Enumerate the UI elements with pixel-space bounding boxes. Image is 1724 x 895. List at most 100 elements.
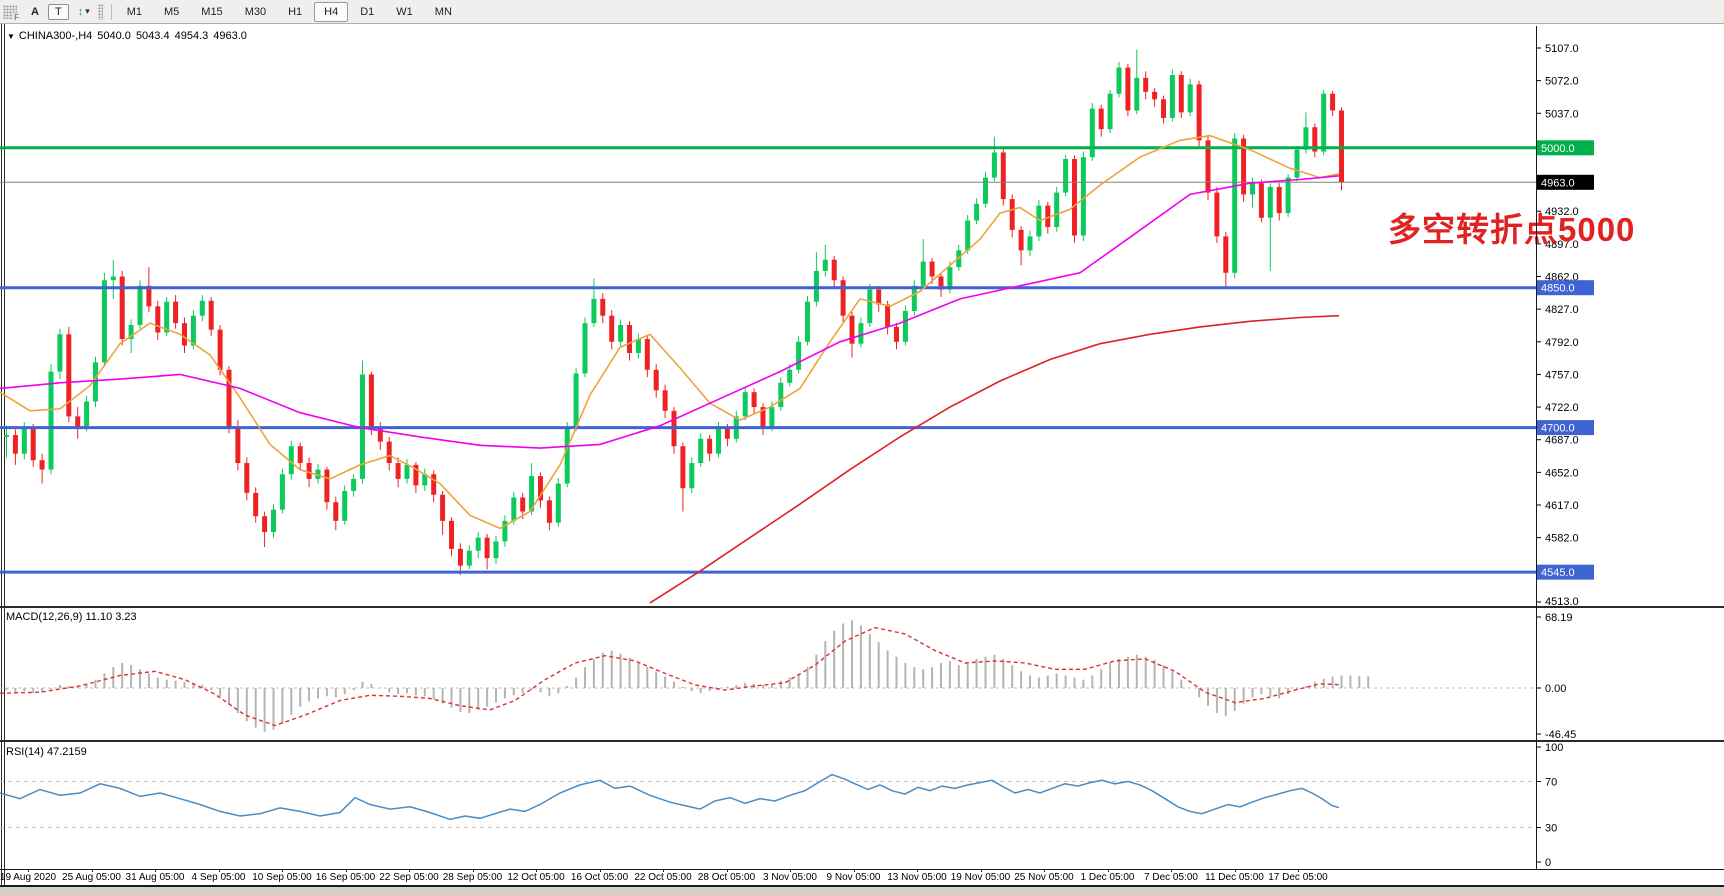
candle-bear xyxy=(30,427,36,461)
collapse-arrow-icon[interactable]: ▼ xyxy=(7,32,15,41)
candle-bear xyxy=(66,334,72,417)
macd-indicator-canvas[interactable]: 68.19 0.00 -46.45 xyxy=(0,608,1724,740)
candle-bear xyxy=(182,323,187,346)
candle-bull xyxy=(110,276,116,281)
candle-bull xyxy=(271,509,276,533)
timeframe-button-m15[interactable]: M15 xyxy=(201,5,223,18)
time-axis-label: 31 Aug 05:00 xyxy=(125,872,185,883)
candle-bear xyxy=(840,280,846,316)
axis-tick-label: 4617.0 xyxy=(1545,500,1579,512)
time-axis-tick xyxy=(599,869,601,872)
time-axis-tick xyxy=(282,869,283,872)
toolbar-grip-icon[interactable]: F xyxy=(3,4,19,22)
candle-bear xyxy=(217,329,223,370)
time-axis-tick xyxy=(345,869,347,872)
candle-bull xyxy=(867,289,873,324)
timeframe-button-m1[interactable]: M1 xyxy=(126,5,142,18)
candle-bull xyxy=(493,541,499,559)
main-price-chart-canvas[interactable]: 5107.05072.05037.04932.04897.04862.04827… xyxy=(0,26,1724,606)
cursor-arrows-icon[interactable]: ↕ xyxy=(77,5,84,18)
candle-bull xyxy=(778,382,784,408)
candle-bull xyxy=(351,478,357,492)
candle-bull xyxy=(1116,67,1122,94)
candle-bear xyxy=(849,315,855,344)
candle-bull xyxy=(48,371,54,470)
candle-bear xyxy=(724,427,730,439)
dropdown-caret-icon[interactable]: ▾ xyxy=(85,6,90,16)
macd-panel-label: MACD(12,26,9) 11.10 3.23 xyxy=(6,611,137,623)
price-line-label-box xyxy=(1537,420,1594,436)
candle-bull xyxy=(164,301,170,333)
font-button[interactable]: A xyxy=(31,5,39,18)
candle-bull xyxy=(974,203,980,221)
axis-tick-label: 4545.0 xyxy=(1541,567,1575,579)
candle-bull xyxy=(716,427,721,454)
candle-bull xyxy=(947,267,953,290)
timeframe-button-mn[interactable]: MN xyxy=(434,5,452,18)
candle-bear xyxy=(885,304,891,327)
candle-bull xyxy=(965,220,971,251)
candle-bear xyxy=(395,463,401,479)
axis-tick-label: 5037.0 xyxy=(1545,108,1579,120)
candle-bull xyxy=(1054,192,1060,228)
timeframe-grip-icon[interactable] xyxy=(97,3,103,20)
text-label-button[interactable]: T xyxy=(47,3,69,20)
time-axis-tick xyxy=(980,869,982,872)
timeframe-button-w1[interactable]: W1 xyxy=(396,5,413,18)
rsi-indicator-canvas[interactable]: 100 70 30 0 xyxy=(0,742,1724,869)
time-axis-label: 9 Nov 05:00 xyxy=(826,872,881,883)
axis-tick-label: 4582.0 xyxy=(1545,533,1579,545)
timeframe-button-h1[interactable]: H1 xyxy=(288,5,303,18)
candle-bull xyxy=(1232,138,1238,273)
axis-tick-label: 68.19 xyxy=(1545,612,1573,624)
rsi-panel-separator[interactable] xyxy=(0,740,1724,742)
macd-panel-separator[interactable] xyxy=(0,606,1724,608)
candle-bear xyxy=(1223,236,1229,273)
price-axis-border xyxy=(1536,26,1537,869)
time-axis-tick xyxy=(1107,869,1109,872)
candle-bear xyxy=(457,548,463,566)
timeframe-button-m5[interactable]: M5 xyxy=(164,5,180,18)
candle-bear xyxy=(146,285,152,307)
time-axis-tick xyxy=(853,869,855,872)
time-axis-tick xyxy=(726,869,728,872)
time-axis-label: 22 Oct 05:00 xyxy=(634,872,692,883)
candle-bull xyxy=(769,407,775,428)
candle-bear xyxy=(449,520,454,549)
candle-bull xyxy=(137,285,143,326)
candle-bear xyxy=(760,407,766,428)
time-axis-label: 16 Sep 05:00 xyxy=(315,872,376,883)
candle-bull xyxy=(689,463,695,489)
candle-bear xyxy=(644,338,650,370)
time-axis-tick xyxy=(409,869,410,872)
candle-bear xyxy=(1241,138,1247,195)
candle-bear xyxy=(627,325,632,353)
time-axis-label: 12 Oct 05:00 xyxy=(507,872,565,883)
candle-bear xyxy=(938,276,944,290)
time-axis-tick xyxy=(536,869,537,872)
candle-bull xyxy=(279,474,285,510)
candle-bull xyxy=(190,315,196,346)
axis-tick-label: 100 xyxy=(1545,742,1563,754)
candle-bear xyxy=(1045,205,1051,228)
candle-bear xyxy=(546,500,552,523)
time-axis[interactable]: 19 Aug 2020 25 Aug 05:00 31 Aug 05:00 4 Sep… xyxy=(0,869,1724,885)
timeframe-button-d1[interactable]: D1 xyxy=(360,5,375,18)
timeframe-button-h4[interactable]: H4 xyxy=(314,1,349,22)
time-axis-label: 16 Oct 05:00 xyxy=(570,872,629,883)
candle-bear xyxy=(520,497,526,512)
candle-bull xyxy=(1294,149,1300,178)
ma-fast-orange xyxy=(0,134,1340,530)
candle-bear xyxy=(876,289,882,305)
candle-bull xyxy=(1080,157,1086,236)
candle-bull xyxy=(1107,93,1113,130)
candle-bull xyxy=(1063,158,1069,193)
timeframe-button-m30[interactable]: M30 xyxy=(244,5,267,18)
chart-window[interactable] xyxy=(0,24,1724,886)
candle-bear xyxy=(1152,91,1158,100)
window-bottom-strip xyxy=(0,887,1724,895)
candle-bull xyxy=(342,491,348,521)
candle-bull xyxy=(911,285,917,312)
candle-bear xyxy=(324,469,330,503)
candle-bear xyxy=(1276,186,1282,214)
